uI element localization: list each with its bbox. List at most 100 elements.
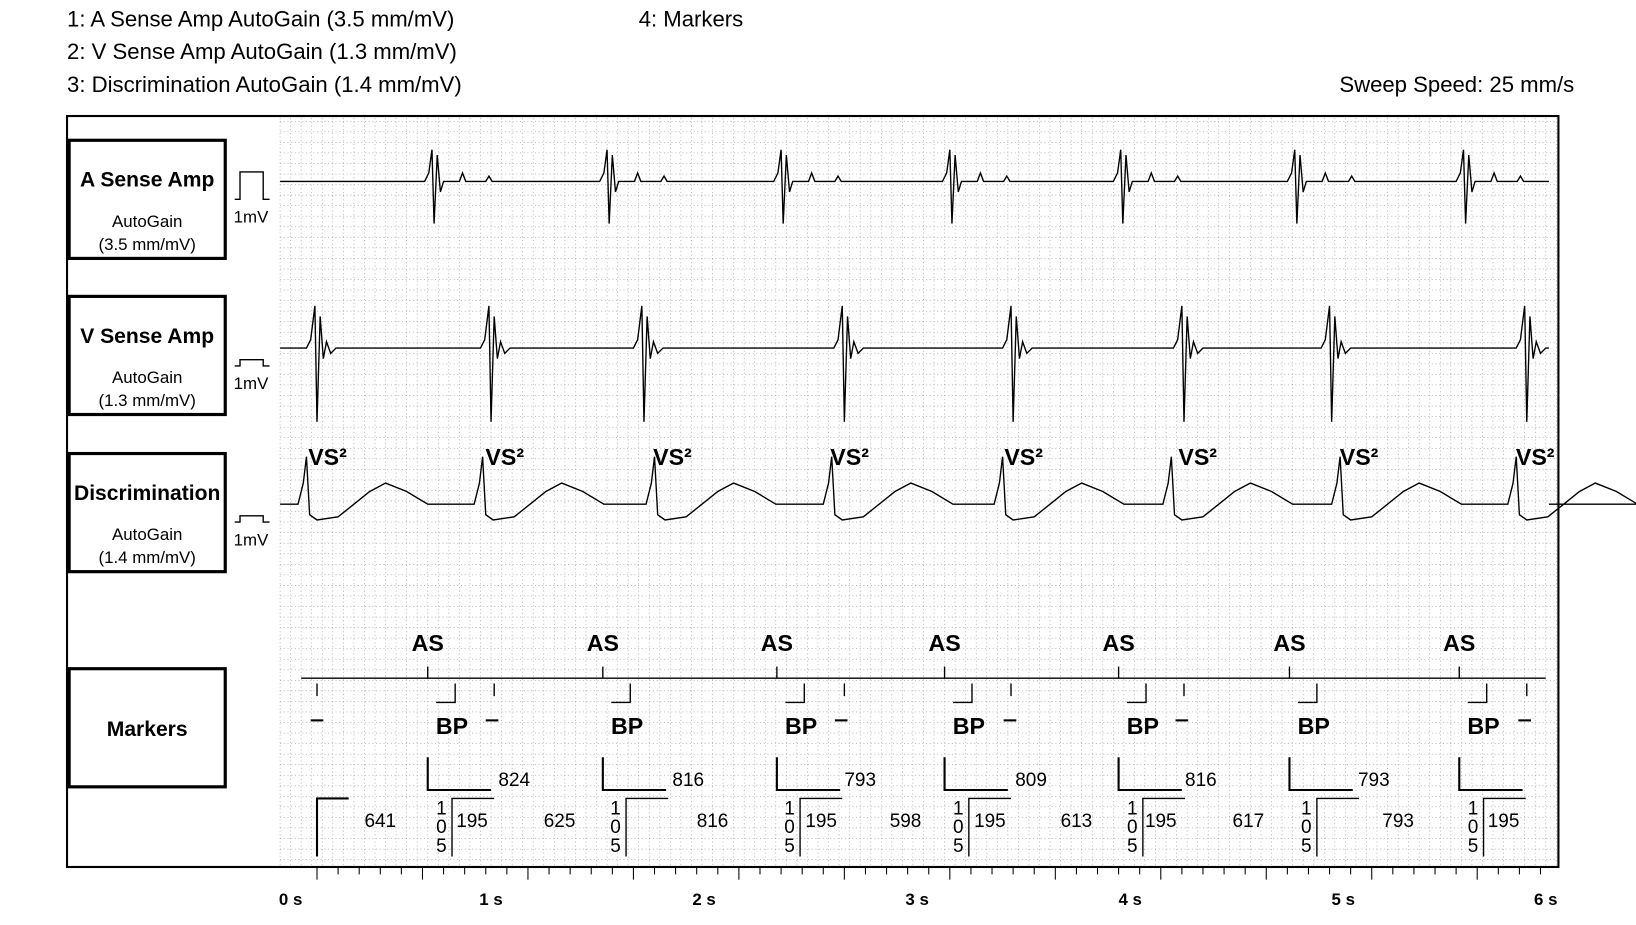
interval-label: 195 — [974, 811, 1006, 832]
interval-bracket — [1142, 797, 1186, 857]
as-marker: AS — [1273, 630, 1305, 656]
bp-bracket — [611, 683, 631, 704]
bp-bracket — [436, 683, 456, 704]
time-label: 0 s — [279, 890, 302, 909]
interval-bracket — [426, 757, 492, 792]
as-marker: AS — [1102, 630, 1134, 656]
bp-marker: BP — [1467, 713, 1499, 739]
channel-label: 4: Markers — [639, 6, 743, 31]
interval-bracket — [1316, 797, 1360, 857]
interval-label: 793 — [844, 770, 876, 791]
interval-bracket — [1458, 757, 1523, 792]
interval-bracket — [1288, 757, 1353, 792]
bp-bracket — [1127, 683, 1147, 704]
time-label: 2 s — [692, 890, 715, 909]
time-label: 4 s — [1118, 890, 1141, 909]
interval-label: 824 — [498, 770, 530, 791]
bp-bracket — [953, 683, 973, 704]
bp-marker: BP — [1127, 713, 1159, 739]
panel-title: A Sense Amp — [80, 169, 214, 192]
panel-box — [67, 138, 227, 260]
panel-box — [67, 451, 227, 574]
as-marker: AS — [761, 630, 793, 656]
bp-bracket — [1297, 683, 1318, 704]
grid — [279, 118, 1557, 865]
as-marker: AS — [1443, 630, 1475, 656]
panel-box — [67, 294, 227, 417]
interval-label: 625 — [544, 811, 576, 832]
vs-marker: VS² — [830, 444, 869, 470]
interval-label: 816 — [1185, 770, 1217, 791]
interval-label: 816 — [672, 770, 704, 791]
panel-gain-value: (1.4 mm/mV) — [98, 548, 195, 567]
vs-marker: VS² — [1004, 444, 1043, 470]
panel-gain: AutoGain — [112, 212, 182, 231]
bp-marker: BP — [953, 713, 985, 739]
as-marker: AS — [412, 630, 444, 656]
interval-label: 809 — [1015, 770, 1047, 791]
interval-label: 641 — [364, 811, 396, 832]
vs-marker: VS² — [653, 444, 692, 470]
calibration-pulse — [234, 358, 270, 367]
trace — [280, 305, 1549, 422]
panel-title: Markers — [107, 718, 188, 741]
interval-bracket — [451, 797, 495, 857]
as-marker: AS — [928, 630, 960, 656]
interval-bracket — [601, 757, 667, 792]
calibration-label: 1mV — [234, 374, 269, 393]
vs-marker: VS² — [485, 444, 524, 470]
calibration-pulse — [234, 515, 270, 523]
bp-marker: BP — [1298, 713, 1330, 739]
time-label: 6 s — [1534, 890, 1557, 909]
panel-title: V Sense Amp — [80, 325, 214, 348]
interval-bracket — [625, 797, 669, 857]
time-label: 3 s — [905, 890, 928, 909]
panel-gain: AutoGain — [112, 525, 182, 544]
vs-marker: VS² — [1340, 444, 1379, 470]
interval-bracket — [1482, 797, 1526, 857]
interval-label: 195 — [805, 811, 837, 832]
channel-label: 3: Discrimination AutoGain (1.4 mm/mV) — [67, 72, 462, 97]
vs-marker: VS² — [1516, 444, 1555, 470]
interval-bracket — [1117, 757, 1182, 792]
panel-gain-value: (1.3 mm/mV) — [98, 391, 195, 410]
calibration-label: 1mV — [234, 208, 269, 227]
time-label: 1 s — [479, 890, 502, 909]
interval-label: 793 — [1358, 770, 1390, 791]
as-marker: AS — [587, 630, 619, 656]
channel-label: 2: V Sense Amp AutoGain (1.3 mm/mV) — [67, 39, 457, 64]
trace — [280, 456, 1636, 521]
calibration-label: 1mV — [234, 530, 269, 549]
bp-marker: BP — [436, 713, 468, 739]
interval-bracket — [775, 757, 841, 792]
interval-label: 195 — [456, 811, 488, 832]
interval-bracket — [943, 757, 1008, 792]
interval-label: 195 — [1145, 811, 1177, 832]
bp-bracket — [785, 683, 805, 704]
panel-box — [67, 667, 227, 789]
time-label: 5 s — [1332, 890, 1355, 909]
interval-label: 613 — [1061, 811, 1093, 832]
interval-bracket — [315, 797, 349, 857]
bp-marker: BP — [785, 713, 817, 739]
calibration-pulse — [234, 171, 270, 201]
bp-marker: BP — [611, 713, 643, 739]
interval-label: 793 — [1382, 811, 1414, 832]
frame — [65, 114, 1560, 869]
vs-marker: VS² — [308, 444, 347, 470]
sweep-speed: Sweep Speed: 25 mm/s — [1339, 72, 1574, 97]
interval-label: 617 — [1233, 811, 1265, 832]
panel-gain: AutoGain — [112, 368, 182, 387]
trace — [280, 149, 1549, 224]
interval-bracket — [968, 797, 1012, 857]
bp-bracket — [1467, 683, 1488, 704]
panel-gain-value: (3.5 mm/mV) — [98, 235, 195, 254]
interval-label: 598 — [890, 811, 922, 832]
